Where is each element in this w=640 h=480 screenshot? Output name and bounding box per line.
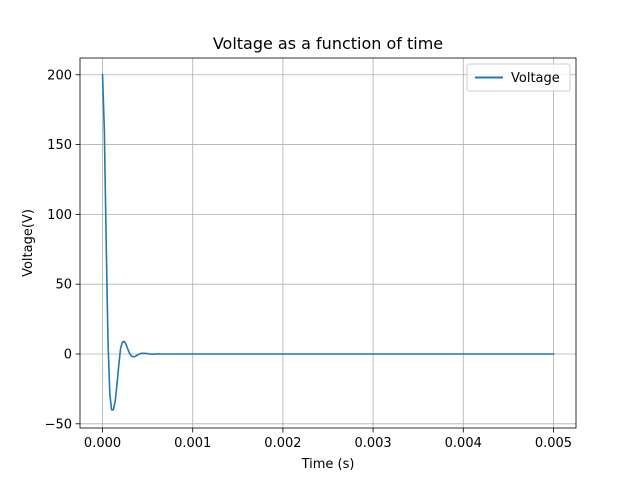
legend-box — [466, 63, 571, 92]
y-axis-ticks: −50 0 50 100 150 200 — [45, 68, 80, 432]
y-tick-label: −50 — [45, 417, 72, 432]
y-tick-label: 0 — [64, 348, 72, 363]
y-tick-label: 100 — [47, 208, 72, 223]
chart-title: Voltage as a function of time — [213, 34, 443, 53]
y-axis-label: Voltage(V) — [21, 209, 36, 277]
y-tick-label: 200 — [47, 68, 72, 83]
x-tick-label: 0.000 — [84, 436, 121, 451]
x-tick-label: 0.002 — [264, 436, 301, 451]
axes-frame — [79, 57, 577, 429]
x-axis-ticks: 0.000 0.001 0.002 0.003 0.004 0.005 — [84, 428, 572, 451]
plot-series — [101, 73, 555, 411]
x-tick-label: 0.005 — [535, 436, 572, 451]
x-tick-label: 0.004 — [445, 436, 482, 451]
y-tick-label: 150 — [47, 138, 72, 153]
x-tick-label: 0.001 — [174, 436, 211, 451]
x-tick-label: 0.003 — [354, 436, 391, 451]
series-line-voltage — [101, 73, 555, 411]
y-tick-label: 50 — [55, 278, 72, 293]
x-axis-label: Time (s) — [301, 457, 355, 472]
legend-entry-voltage: Voltage — [511, 71, 560, 86]
legend: Voltage — [466, 63, 571, 92]
